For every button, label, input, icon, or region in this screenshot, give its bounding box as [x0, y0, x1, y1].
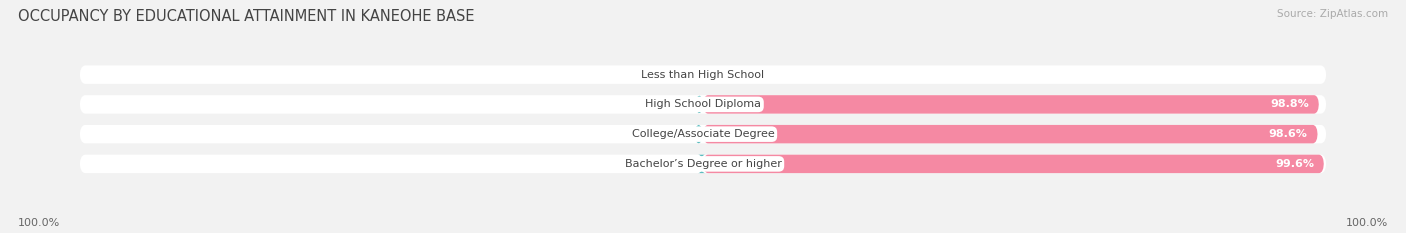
- FancyBboxPatch shape: [696, 95, 703, 114]
- Text: High School Diploma: High School Diploma: [645, 99, 761, 110]
- FancyBboxPatch shape: [80, 65, 1326, 84]
- Text: 98.6%: 98.6%: [1268, 129, 1308, 139]
- Text: 0.42%: 0.42%: [655, 159, 690, 169]
- Text: 100.0%: 100.0%: [1346, 218, 1388, 228]
- Text: 100.0%: 100.0%: [18, 218, 60, 228]
- FancyBboxPatch shape: [80, 155, 1326, 173]
- FancyBboxPatch shape: [80, 95, 1326, 114]
- Text: Less than High School: Less than High School: [641, 70, 765, 80]
- Text: 0.0%: 0.0%: [665, 70, 693, 80]
- FancyBboxPatch shape: [80, 125, 1326, 143]
- Text: 98.8%: 98.8%: [1270, 99, 1309, 110]
- FancyBboxPatch shape: [703, 95, 1319, 114]
- Text: 0.0%: 0.0%: [713, 70, 741, 80]
- Text: 1.4%: 1.4%: [657, 129, 685, 139]
- Text: Source: ZipAtlas.com: Source: ZipAtlas.com: [1277, 9, 1388, 19]
- Text: College/Associate Degree: College/Associate Degree: [631, 129, 775, 139]
- Text: Bachelor’s Degree or higher: Bachelor’s Degree or higher: [624, 159, 782, 169]
- Text: 99.6%: 99.6%: [1275, 159, 1315, 169]
- Text: OCCUPANCY BY EDUCATIONAL ATTAINMENT IN KANEOHE BASE: OCCUPANCY BY EDUCATIONAL ATTAINMENT IN K…: [18, 9, 475, 24]
- Text: 1.2%: 1.2%: [657, 99, 686, 110]
- FancyBboxPatch shape: [697, 155, 706, 173]
- FancyBboxPatch shape: [695, 125, 703, 143]
- FancyBboxPatch shape: [703, 125, 1317, 143]
- FancyBboxPatch shape: [703, 155, 1324, 173]
